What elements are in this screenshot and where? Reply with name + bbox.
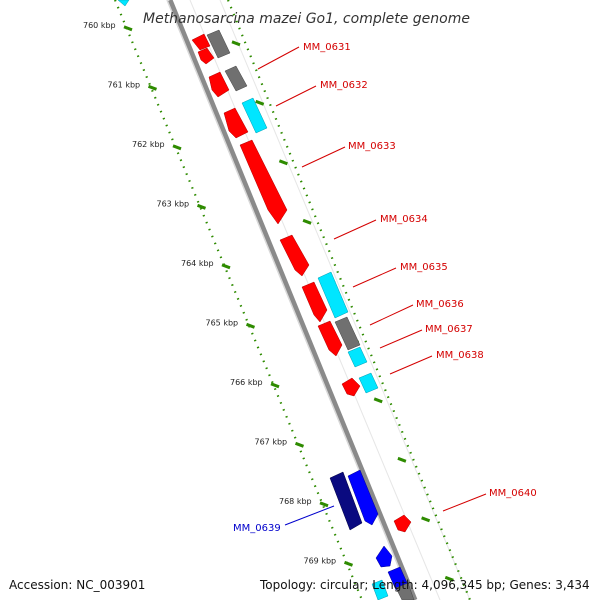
gene-labels: MM_0631 MM_0632 MM_0633 MM_0634 MM_0635 … bbox=[233, 42, 537, 534]
gene-feature[interactable] bbox=[395, 582, 415, 600]
label-callouts bbox=[257, 46, 487, 526]
gene-feature[interactable] bbox=[341, 377, 361, 397]
genome-summary-text: Topology: circular; Length: 4,096,345 bp… bbox=[260, 578, 590, 592]
tick-label: 762 kbp bbox=[132, 140, 165, 149]
tick-mark-outer bbox=[397, 456, 407, 463]
tick-label: 769 kbp bbox=[304, 557, 337, 566]
gene-feature[interactable] bbox=[317, 320, 343, 357]
gene-feature[interactable] bbox=[241, 97, 268, 134]
gene-feature[interactable] bbox=[358, 372, 379, 394]
gene-feature[interactable] bbox=[223, 107, 249, 139]
tick-label: 761 kbp bbox=[108, 81, 141, 90]
gene-feature[interactable] bbox=[317, 271, 349, 319]
gene-feature[interactable] bbox=[117, 0, 130, 7]
gene-label[interactable]: MM_0635 bbox=[400, 262, 448, 273]
scale-track bbox=[113, 0, 472, 600]
tick-mark-outer bbox=[421, 516, 431, 523]
tick-mark-outer bbox=[373, 397, 383, 404]
gene-feature[interactable] bbox=[371, 579, 389, 600]
gene-feature[interactable] bbox=[329, 471, 363, 531]
tick-label: 763 kbp bbox=[157, 200, 190, 209]
gene-feature[interactable] bbox=[206, 29, 231, 59]
gene-feature[interactable] bbox=[208, 71, 230, 98]
gene-feature[interactable] bbox=[197, 47, 215, 65]
tick-mark-outer bbox=[231, 40, 241, 47]
tick-mark bbox=[172, 144, 182, 151]
tick-mark-outer bbox=[255, 99, 265, 106]
gene-feature[interactable] bbox=[375, 545, 393, 568]
gene-label[interactable]: MM_0633 bbox=[348, 141, 396, 152]
accession-text: Accession: NC_003901 bbox=[9, 578, 146, 592]
tick-mark bbox=[270, 382, 280, 389]
gene-label[interactable]: MM_0632 bbox=[320, 80, 368, 91]
scale-line-outer bbox=[226, 0, 472, 600]
tick-mark-outer bbox=[302, 218, 312, 225]
scale-line-inner bbox=[113, 0, 364, 600]
tick-mark bbox=[294, 441, 305, 448]
tick-mark-outer bbox=[444, 575, 454, 582]
tick-label: 760 kbp bbox=[83, 21, 116, 30]
gene-label[interactable]: MM_0636 bbox=[416, 299, 464, 310]
gene-label[interactable]: MM_0634 bbox=[380, 214, 428, 225]
gene-feature[interactable] bbox=[301, 281, 328, 323]
gene-feature[interactable] bbox=[279, 234, 310, 277]
tick-label: 767 kbp bbox=[255, 438, 288, 447]
gene-feature[interactable] bbox=[334, 316, 361, 351]
tick-mark bbox=[123, 25, 133, 32]
gene-label[interactable]: MM_0638 bbox=[436, 350, 484, 361]
gene-label[interactable]: MM_0639 bbox=[233, 523, 281, 534]
tick-mark-outer bbox=[278, 159, 288, 166]
track-border-outer bbox=[219, 0, 471, 600]
genome-title: Methanosarcina mazei Go1, complete genom… bbox=[143, 11, 470, 27]
gene-label[interactable]: MM_0637 bbox=[425, 324, 473, 335]
tick-label: 764 kbp bbox=[181, 259, 214, 268]
tick-label: 768 kbp bbox=[279, 497, 312, 506]
tick-mark bbox=[196, 203, 207, 210]
gene-feature[interactable] bbox=[191, 33, 211, 51]
gene-label[interactable]: MM_0640 bbox=[489, 488, 537, 499]
tick-mark bbox=[221, 263, 231, 270]
gene-label[interactable]: MM_0631 bbox=[303, 42, 351, 53]
gene-feature[interactable] bbox=[239, 139, 288, 225]
tick-mark bbox=[245, 322, 256, 329]
genome-backbone bbox=[167, 0, 418, 600]
tick-label: 766 kbp bbox=[230, 378, 263, 387]
tick-mark bbox=[147, 84, 158, 91]
tick-mark bbox=[343, 560, 354, 567]
gene-feature[interactable] bbox=[224, 65, 248, 92]
gene-feature[interactable] bbox=[347, 346, 368, 368]
tick-marks: 760 kbp 761 kbp 762 kbp 763 kbp 764 kbp 765 k… bbox=[83, 21, 454, 582]
tick-mark bbox=[319, 501, 329, 508]
gene-feature[interactable] bbox=[347, 469, 379, 526]
gene-features bbox=[117, 0, 415, 600]
tick-label: 765 kbp bbox=[206, 319, 239, 328]
gene-feature[interactable] bbox=[393, 514, 412, 533]
